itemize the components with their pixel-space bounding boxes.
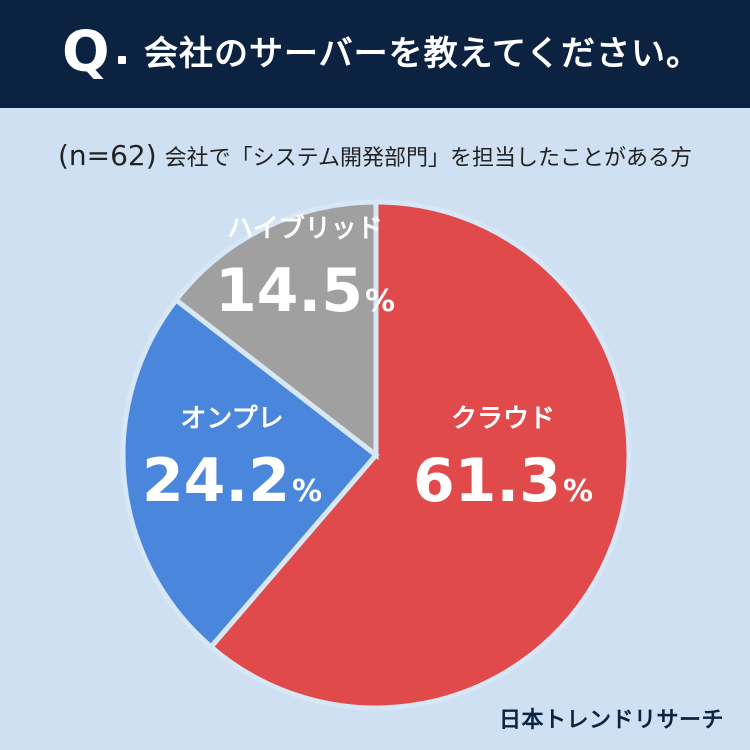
respondent-condition: 会社で「システム開発部門」を担当したことがある方 xyxy=(164,146,693,171)
label-hybrid: ハイブリッド xyxy=(227,213,382,244)
slice-onprem xyxy=(120,296,380,651)
label-onprem: オンプレ xyxy=(180,404,283,434)
q-mark: Q xyxy=(62,20,110,85)
label-cloud: クラウド xyxy=(451,404,555,434)
slice-hybrid xyxy=(172,199,379,461)
slice-cloud xyxy=(207,199,632,711)
sample-size: (n=62) xyxy=(57,139,157,172)
q-dot xyxy=(118,56,126,64)
sample-description: (n=62) 会社で「システム開発部門」を担当したことがある方 xyxy=(0,136,750,179)
brand-logo: 日本トレンドリサーチ xyxy=(498,708,724,733)
question-text: 会社のサーバーを教えてください。 xyxy=(144,34,701,74)
value-onprem: 24.2% xyxy=(142,446,322,516)
question-header: Q 会社のサーバーを教えてください。 xyxy=(0,0,750,108)
value-hybrid: 14.5% xyxy=(215,256,395,326)
value-cloud: 61.3% xyxy=(413,446,593,516)
